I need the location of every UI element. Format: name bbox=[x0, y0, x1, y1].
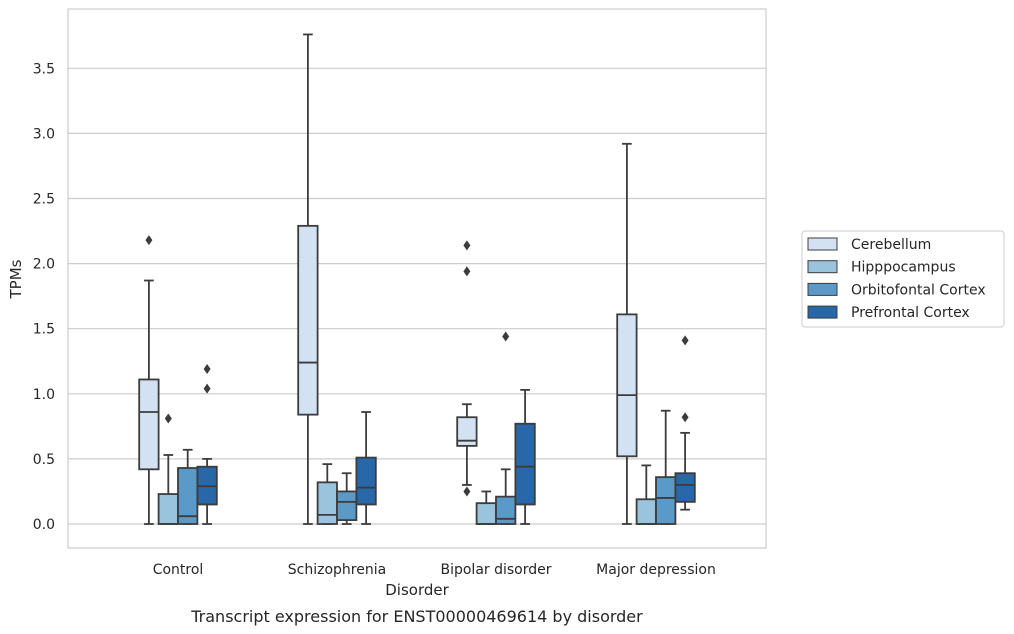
box-prefrontal-cortex bbox=[196, 364, 218, 525]
y-tick-label: 3.5 bbox=[33, 61, 55, 77]
box-prefrontal-cortex bbox=[674, 335, 696, 511]
box-body bbox=[297, 224, 319, 416]
outlier-point bbox=[681, 335, 689, 346]
y-axis-ticks: 0.0 0.5 1.0 1.5 2.0 2.5 3.0 3.5 bbox=[33, 61, 55, 533]
y-tick-label: 3.0 bbox=[33, 126, 55, 142]
box-prefrontal-cortex bbox=[355, 411, 377, 525]
box-cerebellum bbox=[138, 235, 160, 525]
box-cerebellum bbox=[616, 142, 638, 525]
outlier-point bbox=[463, 266, 471, 277]
box-hipppocampus bbox=[316, 463, 338, 525]
outlier-point bbox=[164, 413, 172, 424]
x-tick-label: Control bbox=[153, 562, 204, 578]
legend-frame bbox=[801, 230, 1005, 328]
outlier-point bbox=[145, 235, 153, 246]
box-cerebellum bbox=[297, 33, 319, 525]
y-tick-label: 0.5 bbox=[33, 452, 55, 468]
box-orbitofontal-cortex bbox=[495, 331, 517, 525]
outlier-point bbox=[203, 383, 211, 394]
box-body bbox=[157, 493, 179, 525]
legend-label: Orbitofontal Cortex bbox=[851, 282, 986, 298]
box-prefrontal-cortex bbox=[514, 388, 536, 525]
legend-swatch bbox=[807, 237, 838, 251]
outlier-point bbox=[203, 364, 211, 375]
box-body bbox=[514, 422, 536, 506]
legend-swatch bbox=[807, 305, 838, 319]
legend: Cerebellum Hipppocampus Orbitofontal Corte… bbox=[801, 230, 1005, 328]
box-orbitofontal-cortex bbox=[336, 472, 358, 525]
legend-label: Hipppocampus bbox=[851, 260, 956, 276]
outlier-point bbox=[463, 240, 471, 251]
box-body bbox=[456, 416, 478, 447]
y-tick-label: 2.0 bbox=[33, 257, 55, 273]
outlier-point bbox=[463, 486, 471, 497]
chart-caption: Transcript expression for ENST0000046961… bbox=[190, 607, 643, 626]
box-cerebellum bbox=[456, 240, 478, 497]
y-tick-label: 1.5 bbox=[33, 322, 55, 338]
box-hipppocampus bbox=[475, 490, 497, 525]
legend-swatch bbox=[807, 282, 838, 296]
box-orbitofontal-cortex bbox=[177, 448, 199, 525]
legend-swatch bbox=[807, 260, 838, 274]
legend-label: Cerebellum bbox=[851, 237, 931, 253]
box-hipppocampus bbox=[635, 464, 657, 525]
outlier-point bbox=[502, 331, 510, 342]
x-tick-label: Schizophrenia bbox=[288, 562, 386, 578]
box-hipppocampus bbox=[157, 413, 179, 525]
box-body bbox=[316, 481, 338, 525]
box-body bbox=[475, 502, 497, 525]
box-body bbox=[355, 456, 377, 506]
box-body bbox=[616, 313, 638, 458]
outlier-point bbox=[681, 412, 689, 423]
y-tick-label: 2.5 bbox=[33, 192, 55, 208]
box-body bbox=[674, 472, 696, 503]
box-body bbox=[635, 498, 657, 525]
plot-frame bbox=[67, 8, 767, 549]
x-tick-label: Bipolar disorder bbox=[440, 562, 551, 578]
legend-items: Cerebellum Hipppocampus Orbitofontal Corte… bbox=[807, 237, 986, 321]
box-body bbox=[336, 490, 358, 521]
box-orbitofontal-cortex bbox=[655, 409, 677, 525]
y-tick-label: 1.0 bbox=[33, 387, 55, 403]
box-body bbox=[655, 476, 677, 525]
x-axis-label: Disorder bbox=[385, 581, 449, 599]
box-body bbox=[138, 378, 160, 471]
x-tick-label: Major depression bbox=[596, 562, 716, 578]
box-series bbox=[138, 33, 696, 525]
y-tick-label: 0.0 bbox=[33, 517, 55, 533]
x-axis-ticks: Control Schizophrenia Bipolar disorder Majo… bbox=[153, 562, 716, 578]
grid-lines bbox=[68, 67, 766, 525]
y-axis-label: TPMs bbox=[7, 259, 25, 299]
box-body bbox=[495, 495, 517, 525]
legend-label: Prefrontal Cortex bbox=[851, 305, 970, 321]
